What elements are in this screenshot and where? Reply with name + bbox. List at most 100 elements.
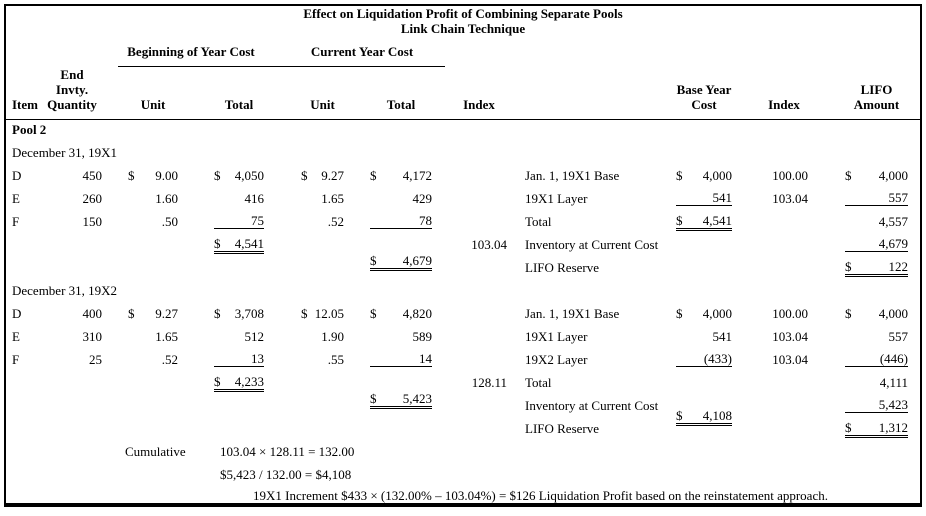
dollar-sign: $ xyxy=(676,408,683,423)
column-header-end-invty-quantity: End Invty. Quantity xyxy=(36,67,108,112)
boy-unit-cell: 1.65 xyxy=(155,329,178,344)
dollar-sign: $ xyxy=(370,168,377,183)
boy-total-cell: 512 xyxy=(244,329,265,344)
description-cell: Jan. 1, 19X1 Base xyxy=(525,306,620,321)
cumulative-formula-1: 103.04 × 128.11 = 132.00 xyxy=(220,444,355,459)
boy-total-cell: 416 xyxy=(244,191,265,206)
cy-total-cell: $4,820 xyxy=(370,306,432,321)
quantity-cell: 260 xyxy=(82,191,103,206)
item-cell: F xyxy=(12,214,20,229)
column-header-cost: Cost xyxy=(691,97,717,112)
column-header-quantity: Quantity xyxy=(47,97,97,112)
column-header-invty: Invty. xyxy=(55,82,89,97)
cy-unit-cell: $9.27 xyxy=(301,168,344,183)
lifo-amount-cell: 557 xyxy=(845,189,908,206)
dollar-sign: $ xyxy=(676,168,683,183)
lifo-amount-cell: 5,423 xyxy=(845,396,908,413)
cy-total-cell: 78 xyxy=(370,212,432,229)
dollar-sign: $ xyxy=(370,391,377,406)
lifo-amount-cell: $1,312 xyxy=(845,420,908,438)
lifo-amount-cell: 4,557 xyxy=(878,214,908,229)
dollar-sign: $ xyxy=(214,168,221,183)
lifo-amount-cell: 557 xyxy=(888,329,909,344)
page-title: Effect on Liquidation Profit of Combinin… xyxy=(303,6,623,21)
cy-unit-cell: 1.90 xyxy=(321,329,344,344)
group-header-rule xyxy=(118,66,445,67)
lifo-amount-cell: $122 xyxy=(845,259,908,277)
column-group-header-beginning-of-year-cost: Beginning of Year Cost xyxy=(127,44,255,59)
base-year-cost-cell: (433) xyxy=(676,350,732,367)
footnote-row: 19X1 Increment $433 × (132.00% – 103.04%… xyxy=(0,486,926,503)
pool-label: Pool 2 xyxy=(12,122,47,137)
boy-total-cell: 75 xyxy=(214,212,264,229)
dollar-sign: $ xyxy=(676,213,683,228)
dollar-sign: $ xyxy=(370,306,377,321)
description-cell: Inventory at Current Cost xyxy=(525,398,659,413)
column-header-item: Item xyxy=(12,97,38,112)
column-header-base-year-cost: Base Year Cost xyxy=(648,82,760,112)
index2-cell: 103.04 xyxy=(772,352,808,367)
description-cell: Total xyxy=(525,375,552,390)
description-cell: 19X2 Layer xyxy=(525,352,588,367)
column-header-base-year: Base Year xyxy=(676,82,732,97)
cumulative-formula-2: $5,423 / 132.00 = $4,108 xyxy=(220,467,352,482)
cy-total-cell: $5,423 xyxy=(370,391,432,409)
column-header-amount: Amount xyxy=(853,97,900,112)
description-cell: LIFO Reserve xyxy=(525,260,600,275)
description-cell: 19X1 Layer xyxy=(525,329,588,344)
table-row: D 400 $9.27 $3,708 $12.05 $4,820 Jan. 1,… xyxy=(0,304,926,321)
column-header-cy-unit: Unit xyxy=(310,97,335,112)
table-row: LIFO Reserve $1,312 xyxy=(0,419,926,438)
boy-unit-cell: 1.60 xyxy=(155,191,178,206)
item-cell: D xyxy=(12,168,22,183)
cy-total-cell: $4,172 xyxy=(370,168,432,183)
table-row: $4,541 $4,679 103.04 Inventory at Curren… xyxy=(0,235,926,271)
header-separator-rule xyxy=(6,119,920,120)
footnote: 19X1 Increment $433 × (132.00% – 103.04%… xyxy=(253,488,828,503)
index2-cell: 103.04 xyxy=(772,329,808,344)
base-year-cost-cell: $4,108 xyxy=(676,408,732,426)
base-year-cost-cell: 541 xyxy=(712,329,733,344)
quantity-cell: 310 xyxy=(82,329,103,344)
section-date-row: December 31, 19X2 xyxy=(0,281,926,298)
table-row: D 450 $9.00 $4,050 $9.27 $4,172 Jan. 1, … xyxy=(0,166,926,183)
column-header-end: End xyxy=(60,67,84,82)
index2-cell: 100.00 xyxy=(772,306,808,321)
lifo-amount-cell: $4,000 xyxy=(845,306,908,321)
table-row: E 310 1.65 512 1.90 589 19X1 Layer 541 1… xyxy=(0,327,926,344)
base-year-cost-cell: $4,000 xyxy=(676,306,732,321)
cy-unit-cell: .55 xyxy=(327,352,344,367)
item-cell: E xyxy=(12,329,20,344)
boy-total-cell: $4,233 xyxy=(214,374,264,392)
column-group-header-current-year-cost: Current Year Cost xyxy=(310,44,414,59)
column-header-lifo-amount: LIFO Amount xyxy=(845,82,908,112)
boy-total-cell: $4,541 xyxy=(214,236,264,254)
dollar-sign: $ xyxy=(214,236,221,251)
cumulative-row: Cumulative 103.04 × 128.11 = 132.00 xyxy=(0,442,926,459)
dollar-sign: $ xyxy=(676,306,683,321)
dollar-sign: $ xyxy=(845,306,852,321)
dollar-sign: $ xyxy=(845,168,852,183)
column-header-boy-total: Total xyxy=(224,97,254,112)
table-row: E 260 1.60 416 1.65 429 19X1 Layer 541 1… xyxy=(0,189,926,206)
cy-total-cell: 14 xyxy=(370,350,432,367)
pool-row: Pool 2 xyxy=(0,120,926,137)
column-header-index-2: Index xyxy=(768,97,800,112)
base-year-cost-cell: 541 xyxy=(676,189,732,206)
column-header-lifo: LIFO xyxy=(860,82,893,97)
index2-cell: 100.00 xyxy=(772,168,808,183)
cumulative-row: $5,423 / 132.00 = $4,108 xyxy=(0,465,926,482)
boy-unit-cell: .50 xyxy=(161,214,178,229)
boy-total-cell: 13 xyxy=(214,350,264,367)
index-cell: 128.11 xyxy=(471,375,507,390)
quantity-cell: 400 xyxy=(82,306,103,321)
table-row: $4,233 $5,423 128.11 Total $4,108 4,111 xyxy=(0,373,926,426)
column-header-boy-unit: Unit xyxy=(140,97,166,112)
item-cell: F xyxy=(12,352,20,367)
boy-unit-cell: $9.00 xyxy=(128,168,178,183)
dollar-sign: $ xyxy=(845,259,852,274)
dollar-sign: $ xyxy=(214,374,221,389)
dollar-sign: $ xyxy=(301,168,308,183)
section-date-row: December 31, 19X1 xyxy=(0,143,926,160)
